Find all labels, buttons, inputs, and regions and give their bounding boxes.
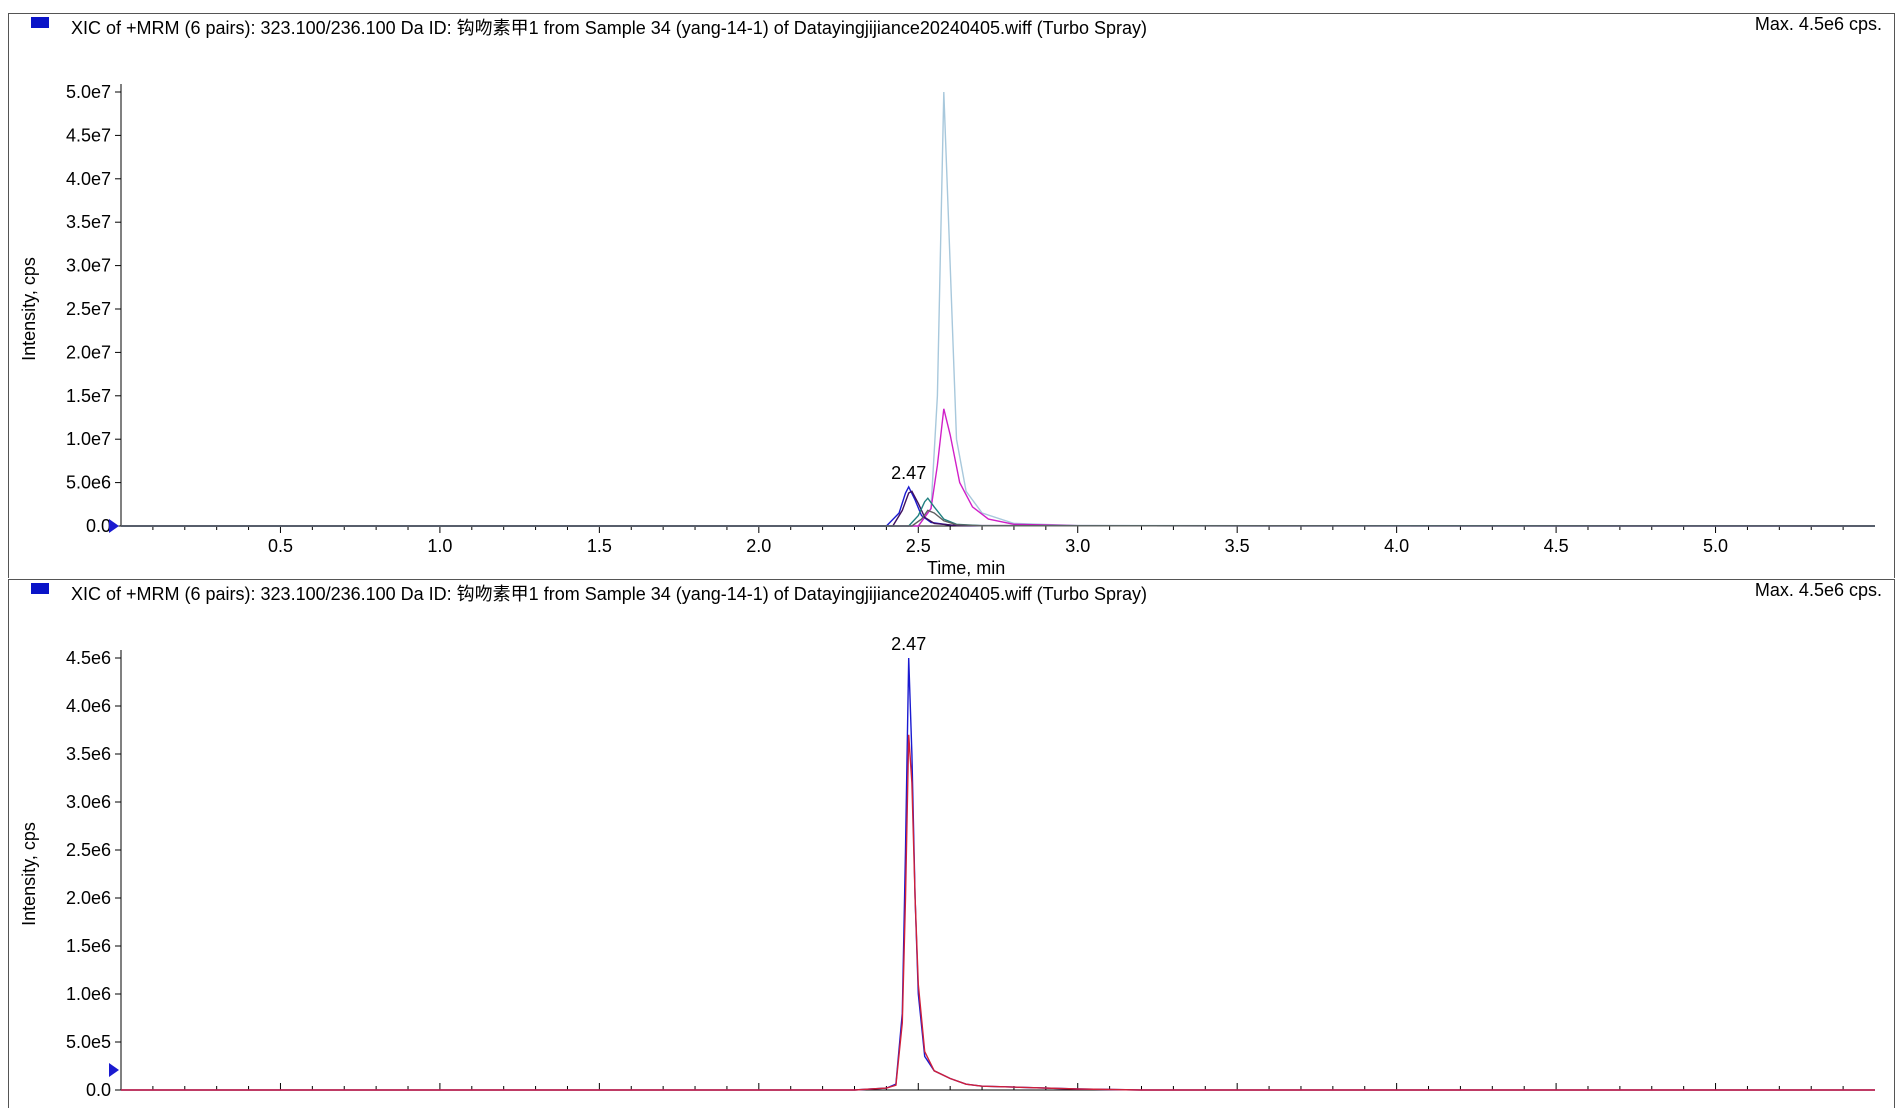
y-tick-label-bottom: 5.0e5 <box>66 1032 111 1052</box>
y-tick-label-top: 4.5e7 <box>66 125 111 145</box>
y-axis-title-top: Intensity, cps <box>19 257 39 361</box>
y-tick-label-top: 5.0e6 <box>66 473 111 493</box>
peak-annotation-top: 2.47 <box>891 463 926 483</box>
y-tick-label-bottom: 2.5e6 <box>66 840 111 860</box>
max-intensity-label-top: Max. 4.5e6 cps. <box>1754 14 1882 34</box>
chart-plot-top: 0.0 5.0e6 1.0e7 1.5e7 2.0e7 2.5e7 3.0e7 3.5e7 4.… <box>19 82 1876 578</box>
x-tick-label-top: 3.5 <box>1225 536 1250 556</box>
y-tick-label-top: 5.0e7 <box>66 82 111 102</box>
x-tick-label-top: 0.5 <box>268 536 293 556</box>
x-tick-label-top: 1.5 <box>587 536 612 556</box>
y-tick-label-bottom: 1.5e6 <box>66 936 111 956</box>
x-tick-label-top: 3.0 <box>1065 536 1090 556</box>
y-tick-label-bottom: 3.5e6 <box>66 744 111 764</box>
series-line-top-2 <box>121 485 1876 527</box>
x-tick-label-top: 5.0 <box>1703 536 1728 556</box>
peak-annotation-bottom: 2.47 <box>891 634 926 654</box>
x-tick-label-top: 2.0 <box>746 536 771 556</box>
zero-marker-bottom <box>109 1063 119 1077</box>
series-line-top-1 <box>121 408 1876 527</box>
y-tick-label-top: 1.5e7 <box>66 386 111 406</box>
y-tick-label-bottom: 4.0e6 <box>66 696 111 716</box>
y-tick-label-bottom: 3.0e6 <box>66 792 111 812</box>
series-line-top-0 <box>121 91 1876 527</box>
y-tick-label-top: 2.0e7 <box>66 342 111 362</box>
chart-panel-bottom: XIC of +MRM (6 pairs): 323.100/236.100 D… <box>8 579 1895 1108</box>
chart-panel-top: XIC of +MRM (6 pairs): 323.100/236.100 D… <box>8 13 1895 578</box>
series-line-bottom-1 <box>121 734 1875 1091</box>
x-tick-label-top: 1.0 <box>427 536 452 556</box>
x-tick-label-top: 4.0 <box>1384 536 1409 556</box>
series-line-bottom-0 <box>121 657 1875 1091</box>
y-tick-label-bottom: 4.5e6 <box>66 648 111 668</box>
series-line-top-4 <box>121 497 1876 527</box>
chart-title-bottom: XIC of +MRM (6 pairs): 323.100/236.100 D… <box>71 584 1148 604</box>
y-tick-label-top: 2.5e7 <box>66 299 111 319</box>
legend-swatch-bottom <box>31 583 49 594</box>
y-tick-label-bottom: 1.0e6 <box>66 984 111 1004</box>
y-axis-title-bottom: Intensity, cps <box>19 822 39 926</box>
chart-title-top: XIC of +MRM (6 pairs): 323.100/236.100 D… <box>71 18 1148 38</box>
x-tick-label-top: 4.5 <box>1544 536 1569 556</box>
y-tick-label-top: 4.0e7 <box>66 169 111 189</box>
series-line-top-3 <box>121 490 1876 527</box>
legend-swatch-top <box>31 17 49 28</box>
y-tick-label-top: 3.5e7 <box>66 212 111 232</box>
series-line-top-5 <box>121 509 1876 527</box>
chart-plot-bottom: 0.0 5.0e5 1.0e6 1.5e6 2.0e6 2.5e6 3.0e6 3.5e6 4.… <box>19 634 1875 1100</box>
y-tick-label-top: 1.0e7 <box>66 429 111 449</box>
max-intensity-label-bottom: Max. 4.5e6 cps. <box>1754 580 1882 600</box>
y-tick-label-top: 0.0 <box>86 516 111 536</box>
zero-marker-top <box>109 519 119 533</box>
y-tick-label-top: 3.0e7 <box>66 256 111 276</box>
x-tick-label-top: 2.5 <box>906 536 931 556</box>
y-tick-label-bottom: 0.0 <box>86 1080 111 1100</box>
y-tick-label-bottom: 2.0e6 <box>66 888 111 908</box>
x-axis-title-top: Time, min <box>927 558 1005 578</box>
